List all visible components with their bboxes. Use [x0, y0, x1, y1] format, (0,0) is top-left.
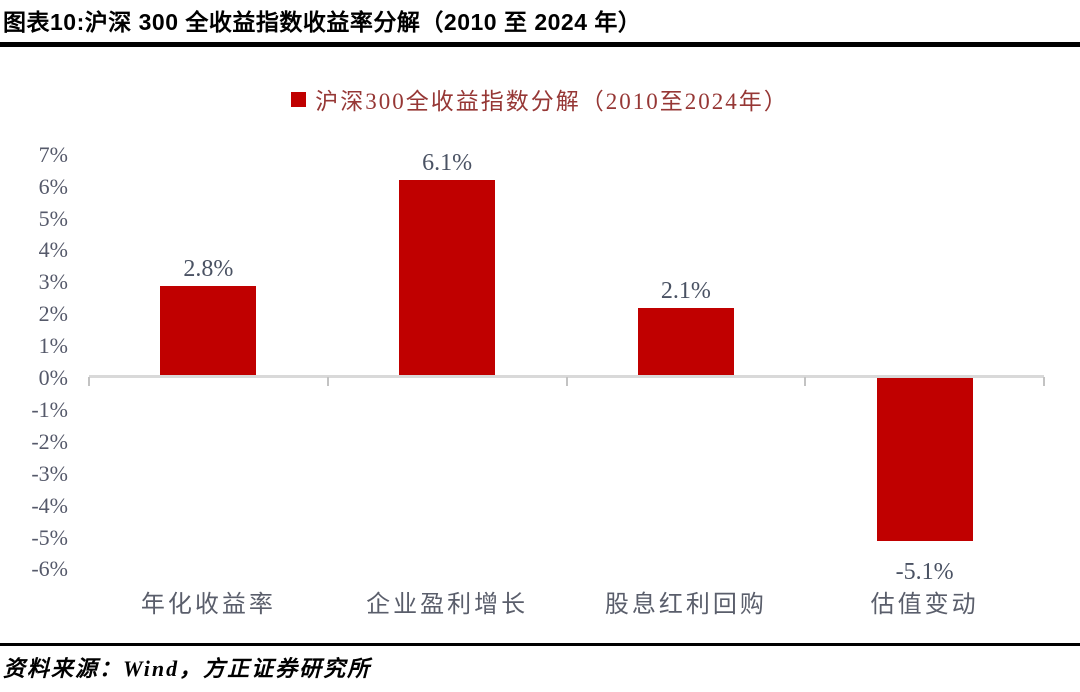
- y-axis-tick-label: -5%: [31, 524, 68, 550]
- y-axis-tick-label: -4%: [31, 492, 68, 518]
- y-axis-tick-label: -1%: [31, 396, 68, 422]
- legend-series-label: 沪深300全收益指数分解（2010至2024年）: [315, 89, 789, 114]
- y-axis-tick-label: 1%: [38, 333, 68, 359]
- chart-legend: 沪深300全收益指数分解（2010至2024年）: [0, 82, 1080, 116]
- y-axis-tick-label: 5%: [38, 205, 68, 231]
- x-axis-tick-mark: [804, 377, 807, 386]
- bar-4: [876, 378, 973, 541]
- x-axis-tick-mark: [88, 377, 90, 386]
- y-axis-tick-label: 7%: [38, 141, 68, 167]
- legend-swatch-icon: [291, 91, 307, 107]
- y-axis-tick-label: -3%: [31, 460, 68, 486]
- footer-divider-rule: [0, 643, 1080, 646]
- y-axis-tick-label: -2%: [31, 428, 68, 454]
- bar-value-label: 2.1%: [660, 278, 711, 304]
- bar-value-label: -5.1%: [895, 558, 954, 585]
- bar-1: [160, 285, 257, 375]
- bar-value-label: 2.8%: [183, 255, 234, 282]
- source-note: 资料来源：Wind，方正证券研究所: [3, 656, 372, 681]
- y-axis-tick-label: 3%: [38, 269, 68, 295]
- y-axis-tick-label: 2%: [38, 301, 68, 327]
- bar-value-label: 6.1%: [422, 150, 473, 177]
- category-label: 年化收益率: [140, 592, 276, 618]
- bar-3: [637, 308, 734, 375]
- y-axis-tick-label: -6%: [31, 556, 68, 582]
- x-axis-tick-mark: [326, 377, 329, 386]
- category-label: 股息红利回购: [604, 592, 767, 618]
- y-axis-tick-label: 6%: [38, 173, 68, 199]
- y-axis-tick-label: 0%: [38, 365, 68, 390]
- x-axis-tick-mark: [1043, 377, 1045, 386]
- figure-title: 图表10:沪深 300 全收益指数收益率分解（2010 至 2024 年）: [3, 9, 642, 35]
- title-divider-rule: [0, 42, 1080, 47]
- x-axis-tick-mark: [565, 377, 568, 386]
- y-axis-tick-label: 4%: [38, 237, 68, 263]
- category-label: 企业盈利增长: [366, 592, 529, 618]
- bar-2: [399, 180, 496, 375]
- category-label: 估值变动: [870, 592, 979, 618]
- x-axis-line: [89, 375, 1044, 378]
